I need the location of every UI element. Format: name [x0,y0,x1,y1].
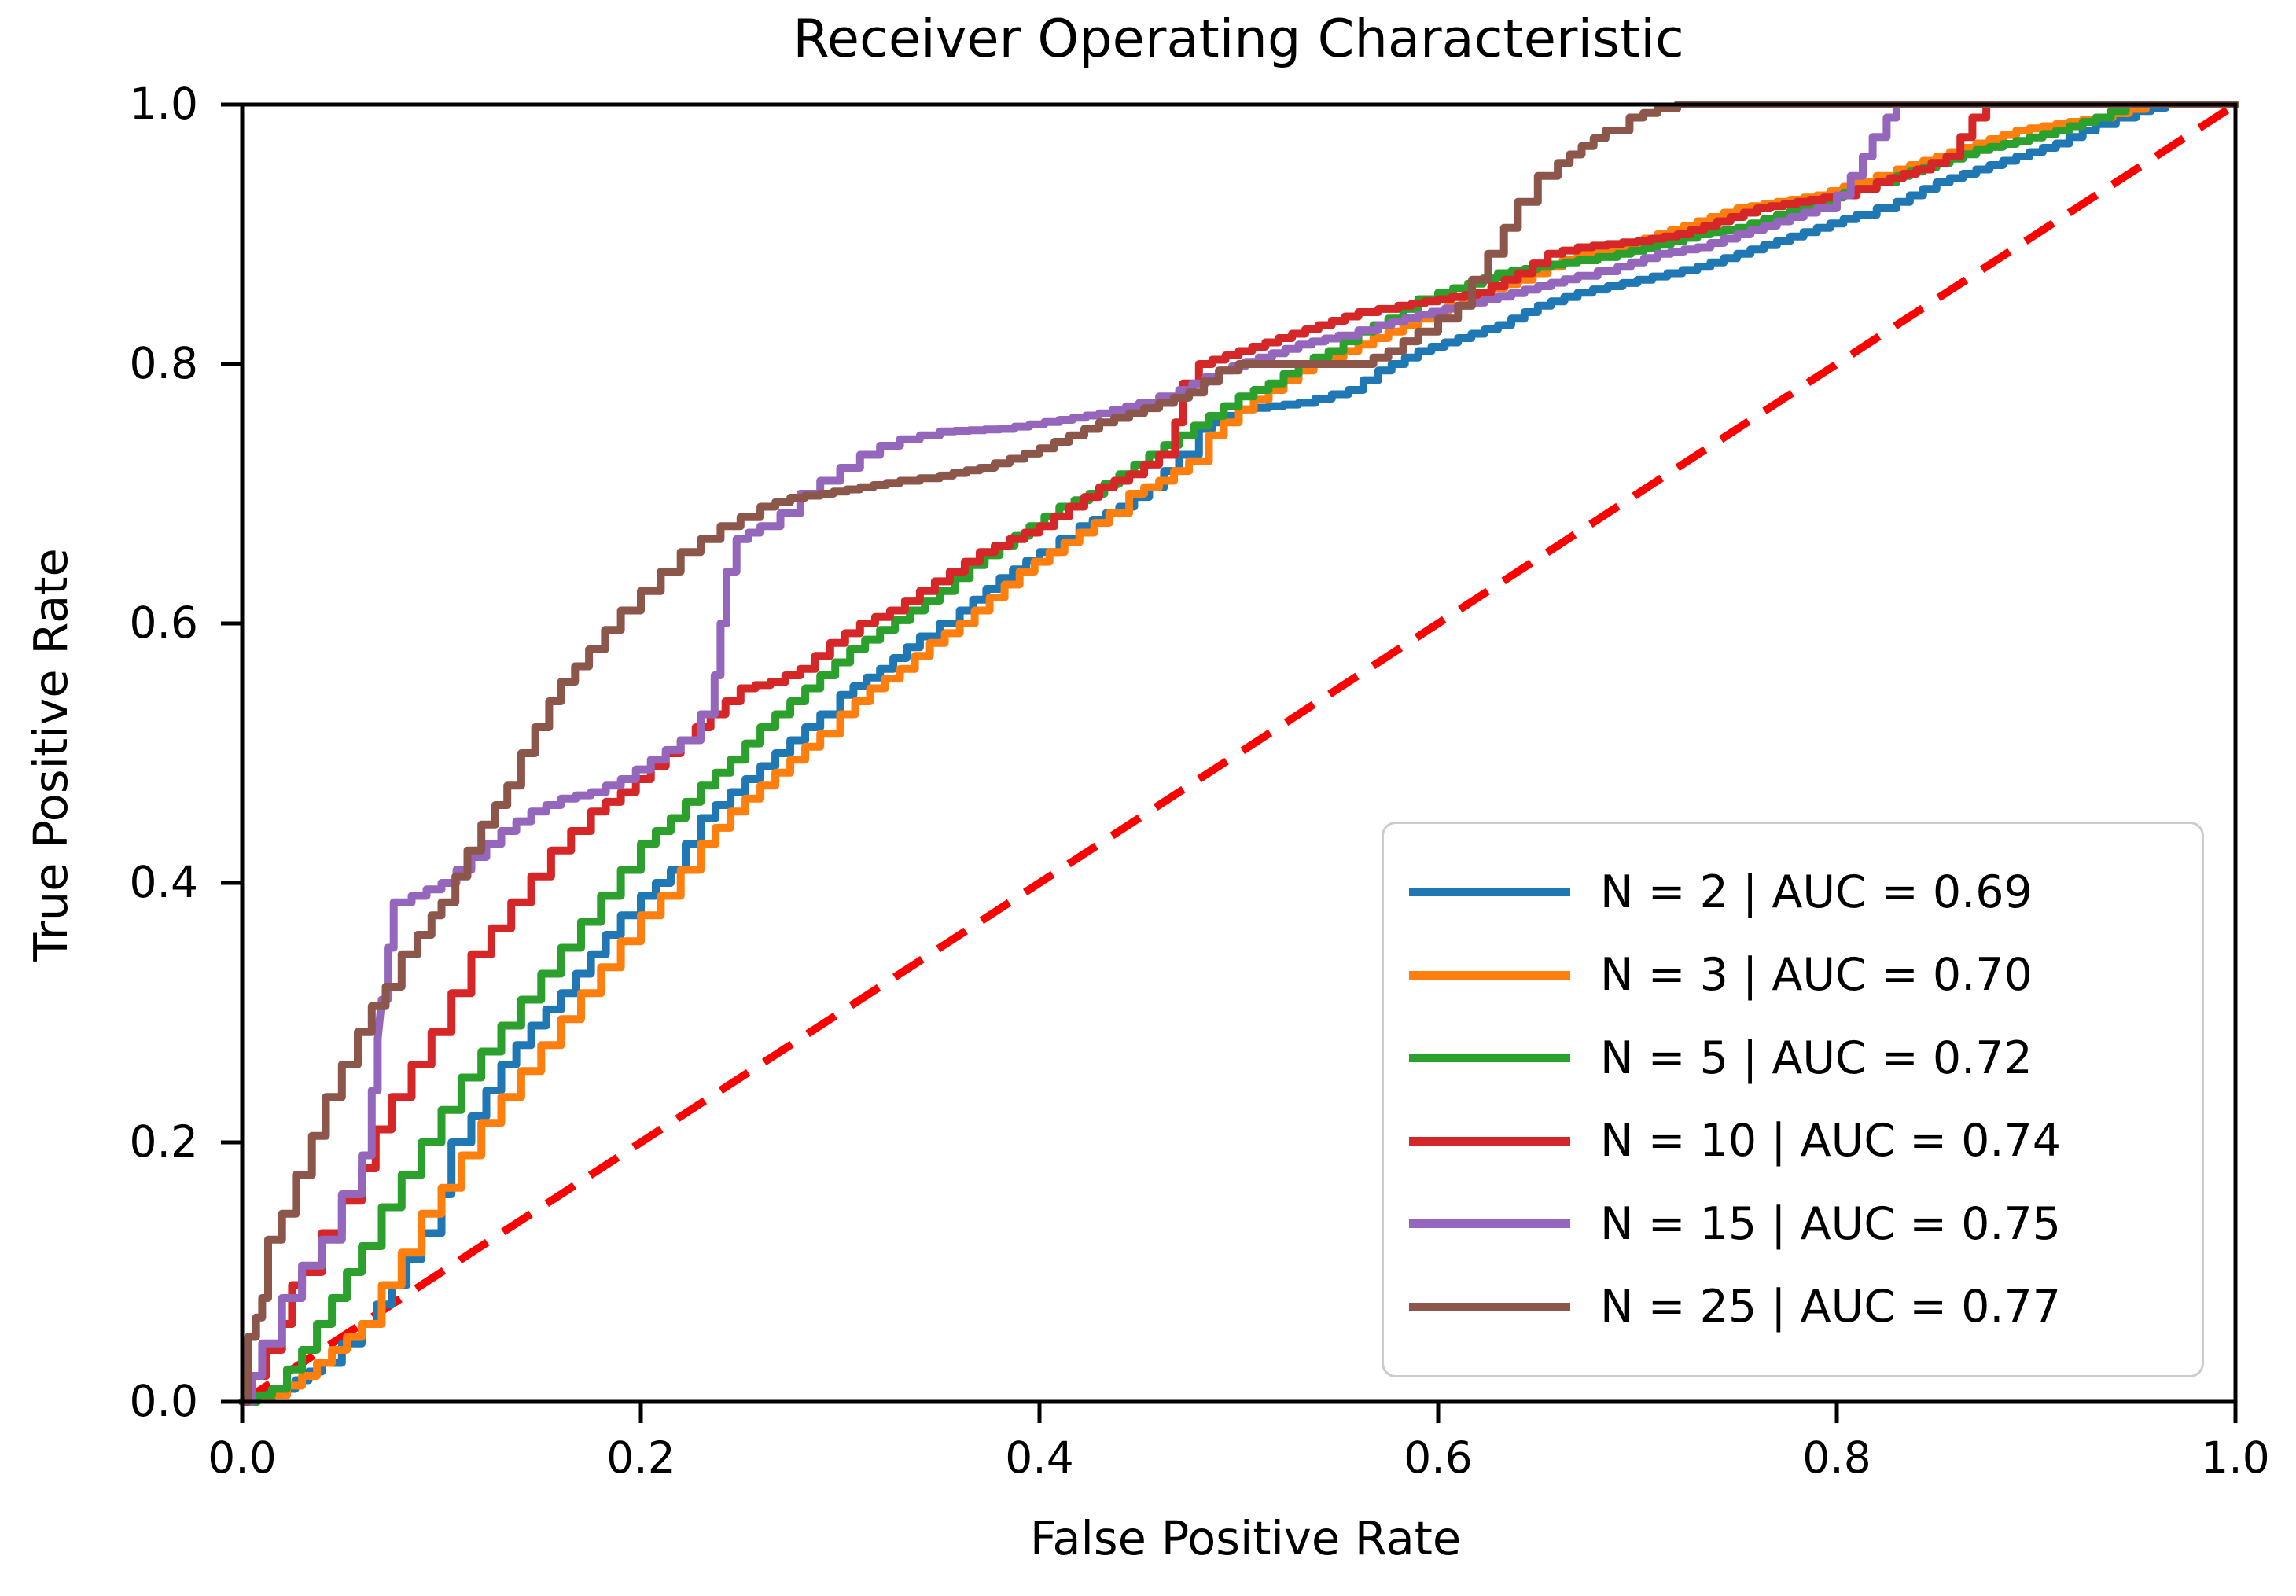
legend-label-n3: N = 3 | AUC = 0.70 [1600,949,2033,1002]
x-tick-label-1: 0.2 [606,1432,675,1483]
legend-swatch-n2 [1409,888,1570,897]
legend-label-n15: N = 15 | AUC = 0.75 [1600,1197,2062,1250]
curves-layer [238,101,2239,1406]
legend-label-n10: N = 10 | AUC = 0.74 [1600,1115,2062,1168]
y-tick-label-4: 0.8 [129,338,198,388]
legend-label-n5: N = 5 | AUC = 0.72 [1600,1032,2033,1084]
legend-swatch-n10 [1409,1136,1570,1146]
x-tick-label-3: 0.6 [1404,1432,1473,1483]
y-tick-label-2: 0.4 [129,857,198,907]
y-tick-label-0: 0.0 [129,1376,198,1426]
legend-swatch-n3 [1409,970,1570,980]
legend-row: N = 3 | AUC = 0.70 [1409,949,2180,1001]
x-tick-label-5: 1.0 [2201,1432,2270,1483]
chart-title: Receiver Operating Characteristic [793,8,1684,69]
y-tick-label-5: 1.0 [129,79,198,129]
legend-row: N = 5 | AUC = 0.72 [1409,1032,2180,1084]
roc-curve-n15 [238,101,2239,1406]
x-tick-label-2: 0.4 [1005,1432,1074,1483]
legend-swatch-n5 [1409,1054,1570,1063]
y-tick-label-3: 0.6 [129,598,198,648]
legend-row: N = 25 | AUC = 0.77 [1409,1281,2180,1333]
legend-label-n2: N = 2 | AUC = 0.69 [1600,866,2033,918]
chance-diagonal-line [240,101,2238,1406]
roc-curve-n25 [238,101,2239,1406]
legend-label-n25: N = 25 | AUC = 0.77 [1600,1281,2062,1333]
y-axis-label: True Positive Rate [24,548,78,962]
roc-curve-n10 [238,101,2239,1406]
x-tick-label-0: 0.0 [208,1432,277,1483]
legend-row: N = 2 | AUC = 0.69 [1409,866,2180,918]
legend-box: N = 2 | AUC = 0.69 N = 3 | AUC = 0.70 N … [1382,822,2204,1377]
plot-border [240,102,2238,1404]
y-tick-label-1: 0.2 [129,1116,198,1167]
x-axis-label: False Positive Rate [1029,1511,1462,1565]
legend-swatch-n15 [1409,1219,1570,1229]
legend-swatch-n25 [1409,1302,1570,1311]
legend-row: N = 10 | AUC = 0.74 [1409,1115,2180,1167]
legend-row: N = 15 | AUC = 0.75 [1409,1198,2180,1250]
axis-ticks-layer [221,102,2238,1423]
x-tick-label-4: 0.8 [1802,1432,1871,1483]
